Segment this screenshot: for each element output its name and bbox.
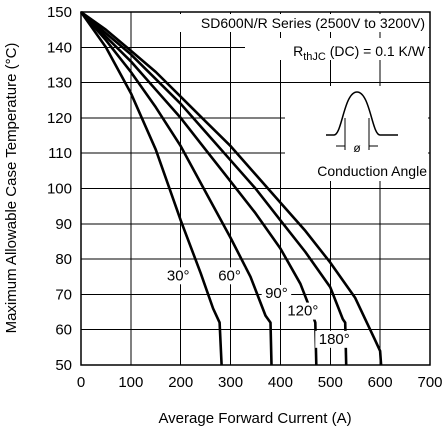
inset-caption: Conduction Angle: [317, 163, 427, 179]
y-tick-label: 150: [47, 4, 72, 21]
y-tick-label: 90: [55, 216, 72, 233]
title-line-2: RthJC (DC) = 0.1 K/W: [293, 43, 426, 63]
y-tick-label: 110: [48, 145, 72, 162]
x-tick-label: 400: [268, 374, 293, 391]
curve-label: 30°: [167, 267, 190, 284]
curve-label-backdrop: [315, 330, 354, 348]
rth-value: (DC) = 0.1 K/W: [326, 43, 426, 59]
y-tick-label: 50: [55, 357, 72, 374]
curve-series: [79, 11, 223, 366]
curve-label-backdrop: [214, 267, 245, 285]
subtitle-backdrop: [245, 38, 428, 60]
y-axis-title: Maximum Allowable Case Temperature (°C): [3, 43, 20, 334]
x-tick-label: 500: [318, 374, 343, 391]
x-tick-label: 700: [417, 374, 442, 391]
y-tick-label: 80: [55, 251, 72, 268]
x-tick-label: 0: [77, 374, 85, 391]
x-tick-label: 600: [368, 374, 393, 391]
rth-subscript: thJC: [303, 51, 326, 63]
half-sine-wave-icon: [326, 91, 398, 136]
y-tick-label: 120: [47, 110, 72, 127]
curve-label: 120°: [287, 303, 318, 320]
curve-label-backdrop: [283, 302, 322, 320]
x-tick-label: 300: [218, 374, 243, 391]
title-line-1: SD600N/R Series (2500V to 3200V): [201, 15, 425, 31]
conduction-angle-inset: ø Conduction Angle: [285, 86, 428, 181]
y-tick-label: 130: [47, 75, 72, 92]
curve-series: [80, 10, 383, 366]
x-tick-label: 100: [118, 374, 143, 391]
x-axis-title: Average Forward Current (A): [158, 410, 351, 427]
y-tick-label: 60: [55, 322, 72, 339]
curve-series: [80, 11, 348, 366]
curve-label: 90°: [265, 285, 288, 302]
y-tick-label: 100: [47, 181, 72, 198]
y-axis-ticks: 50 60 70 80 90 100 110 120 130 140 150: [47, 4, 72, 374]
curve-labels: 30° 60° 90°120°180°: [163, 267, 354, 348]
curves: [79, 10, 383, 366]
y-tick-label: 70: [55, 286, 72, 303]
x-tick-label: 200: [168, 374, 193, 391]
phi-symbol: ø: [353, 141, 361, 155]
rth-symbol: R: [293, 43, 303, 59]
x-axis-ticks: 0 100 200 300 400 500 600 700: [77, 374, 443, 391]
curve-series: [80, 11, 273, 366]
curve-label: 60°: [218, 267, 241, 284]
plot-frame: [80, 11, 431, 366]
curve-label-backdrop: [163, 267, 193, 285]
title-backdrop: [138, 14, 428, 32]
curve-label: 180°: [319, 331, 350, 348]
y-tick-label: 140: [47, 39, 72, 56]
curve-label-backdrop: [261, 284, 292, 302]
